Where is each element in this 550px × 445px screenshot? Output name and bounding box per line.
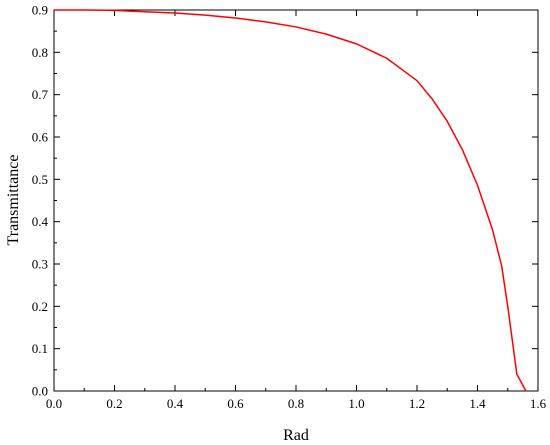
plot-frame	[53, 9, 539, 392]
tick-labels-layer: 0.0 0.2 0.4 0.6 0.8 1.0 1.2 1.4 1.6 0.0 0.1 0.2 0.3 0…	[32, 3, 547, 412]
x-tick-label: 1.0	[348, 396, 364, 411]
y-tick-label: 0.6	[32, 130, 49, 145]
y-axis-title: Transmittance	[5, 155, 22, 246]
x-tick-label: 0.4	[167, 396, 184, 411]
x-tick-label: 0.6	[227, 396, 244, 411]
x-tick-label: 0.0	[46, 396, 62, 411]
y-tick-label: 0.7	[32, 87, 49, 102]
y-tick-label: 0.0	[32, 384, 48, 399]
x-tick-label: 1.6	[530, 396, 547, 411]
x-tick-label: 0.2	[106, 396, 122, 411]
x-axis-title: Rad	[283, 427, 309, 444]
x-tick-label: 1.2	[409, 396, 425, 411]
y-tick-label: 0.8	[32, 45, 48, 60]
y-tick-label: 0.4	[32, 214, 49, 229]
y-tick-label: 0.5	[32, 172, 48, 187]
ticks-layer	[53, 9, 539, 392]
y-tick-label: 0.2	[32, 299, 48, 314]
series-line-0	[54, 9, 527, 392]
y-tick-label: 0.1	[32, 341, 48, 356]
series-layer	[54, 9, 527, 392]
x-tick-label: 1.4	[469, 396, 486, 411]
y-tick-label: 0.3	[32, 257, 48, 272]
x-tick-label: 0.8	[288, 396, 304, 411]
y-tick-label: 0.9	[32, 3, 48, 18]
